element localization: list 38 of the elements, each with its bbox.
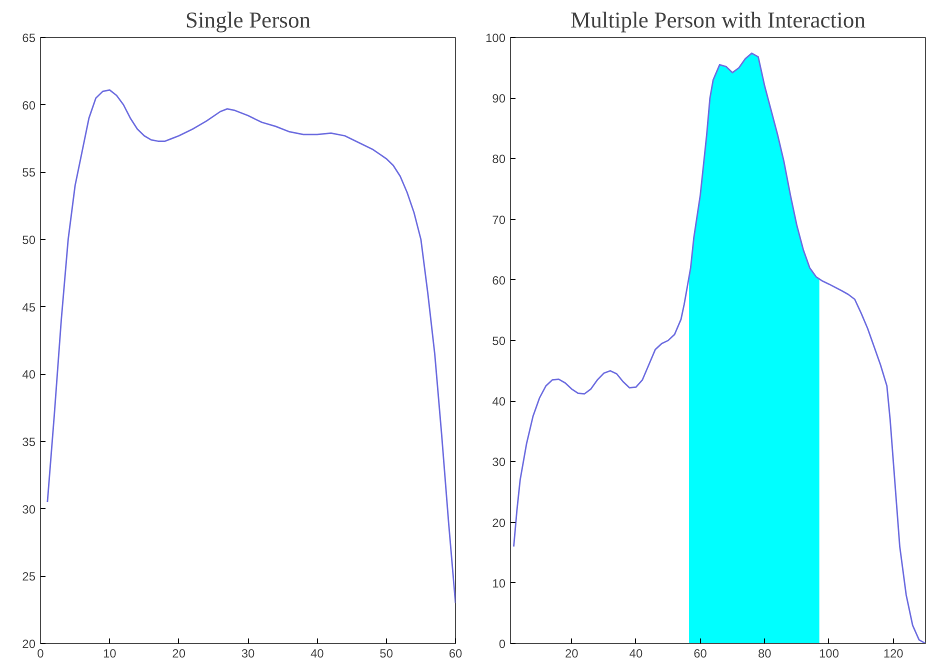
x-tick-label: 20 bbox=[172, 646, 186, 660]
line-series bbox=[512, 52, 926, 644]
y-tick-label: 50 bbox=[22, 233, 36, 247]
y-tick-label: 90 bbox=[492, 92, 506, 106]
x-tick-label: 40 bbox=[310, 646, 324, 660]
y-tick-label: 40 bbox=[22, 368, 36, 382]
x-tick-label: 60 bbox=[694, 646, 708, 660]
line-series bbox=[46, 89, 456, 604]
x-tick-label: 0 bbox=[37, 646, 44, 660]
y-tick-label: 60 bbox=[22, 98, 36, 112]
y-tick-label: 70 bbox=[492, 212, 506, 227]
x-tick-label: 60 bbox=[448, 646, 462, 660]
x-tick-label: 50 bbox=[380, 646, 394, 660]
y-tick-label: 35 bbox=[22, 435, 36, 449]
y-tick-label: 45 bbox=[22, 300, 36, 314]
x-tick-label: 40 bbox=[629, 646, 643, 660]
y-tick-label: 65 bbox=[22, 31, 36, 45]
y-tick-label: 50 bbox=[492, 334, 506, 348]
y-tick-label: 60 bbox=[492, 273, 506, 288]
chart-title: Multiple Person with Interaction bbox=[570, 8, 866, 32]
x-tick-label: 80 bbox=[758, 646, 772, 660]
y-tick-label: 20 bbox=[492, 516, 506, 530]
y-tick-label: 55 bbox=[22, 166, 36, 180]
y-tick-label: 30 bbox=[492, 455, 506, 470]
y-tick-label: 25 bbox=[22, 570, 36, 584]
x-tick-label: 100 bbox=[818, 646, 840, 660]
y-tick-label: 0 bbox=[498, 637, 506, 651]
chart-title: Single Person bbox=[185, 8, 311, 32]
x-tick-label: 120 bbox=[883, 646, 904, 660]
x-tick-label: 20 bbox=[564, 646, 579, 660]
x-tick-label: 30 bbox=[241, 646, 255, 660]
y-tick-label: 30 bbox=[22, 502, 36, 516]
y-tick-label: 100 bbox=[485, 31, 506, 45]
y-tick-label: 10 bbox=[492, 576, 506, 590]
y-tick-label: 80 bbox=[492, 152, 506, 166]
y-tick-label: 20 bbox=[22, 637, 36, 651]
y-tick-label: 40 bbox=[492, 394, 506, 409]
x-tick-label: 10 bbox=[102, 646, 117, 660]
